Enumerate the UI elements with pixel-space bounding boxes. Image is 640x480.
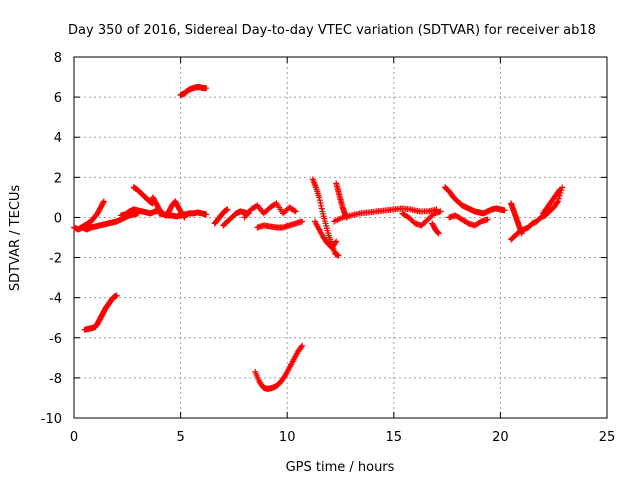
x-tick-label: 15: [386, 430, 403, 445]
x-tick-label: 5: [176, 430, 184, 445]
y-tick-label: -8: [49, 372, 62, 387]
y-tick-label: -2: [49, 252, 62, 267]
data-point: [333, 238, 340, 245]
y-tick-label: 4: [54, 131, 62, 146]
y-tick-label: -6: [49, 332, 62, 347]
data-point: [203, 211, 210, 218]
data-point: [554, 198, 561, 205]
series-arc-15: [311, 218, 340, 251]
data-point: [554, 199, 561, 206]
series-arc-20: [441, 184, 508, 217]
y-tick-label: 6: [54, 91, 62, 106]
series-arc-17: [331, 205, 440, 225]
data-point: [332, 239, 339, 246]
data-point: [203, 85, 210, 92]
series-arc-3: [81, 292, 120, 333]
data-point: [434, 229, 441, 236]
data-point: [113, 292, 120, 299]
data-point: [292, 208, 299, 215]
data-points: [71, 84, 566, 392]
x-tick-label: 25: [599, 430, 616, 445]
data-point: [555, 195, 562, 202]
axis-ticks: 0 5 10 15 20 25 -10 -8 -6 -4 -2 0 2 4 6 8: [41, 51, 616, 445]
data-point: [316, 194, 323, 201]
x-tick-label: 0: [70, 430, 78, 445]
y-tick-label: -10: [41, 412, 62, 427]
series-arc-12: [254, 218, 306, 231]
series-arc-2: [75, 198, 107, 233]
series-arc-13: [252, 342, 306, 392]
x-axis-label: GPS time / hours: [286, 460, 395, 475]
series-arc-4: [130, 184, 156, 207]
data-point: [299, 342, 306, 349]
series-arc-21: [446, 212, 491, 229]
data-point: [298, 344, 305, 351]
y-axis-label: SDTVAR / TECUs: [8, 185, 23, 292]
data-point: [318, 202, 325, 209]
series-arc-18: [399, 208, 444, 229]
data-point: [518, 230, 525, 237]
x-tick-label: 10: [279, 430, 296, 445]
data-point: [437, 208, 444, 215]
data-point: [317, 200, 324, 207]
series-arc-8: [177, 84, 210, 99]
series-arc-7: [156, 209, 210, 220]
data-point: [501, 207, 508, 214]
data-point: [224, 206, 231, 213]
data-point: [291, 207, 298, 214]
data-point: [299, 218, 306, 225]
data-point: [318, 205, 325, 212]
data-point: [435, 230, 442, 237]
y-tick-label: -4: [49, 292, 62, 307]
data-point: [557, 186, 564, 193]
y-tick-label: 0: [54, 211, 62, 226]
series-arc-5: [117, 206, 163, 219]
data-point: [556, 187, 563, 194]
y-tick-label: 8: [54, 51, 62, 66]
plot-frame: [73, 56, 608, 419]
data-point: [316, 197, 323, 204]
data-point: [100, 199, 107, 206]
series-arc-9: [211, 206, 231, 227]
y-tick-label: 2: [54, 171, 62, 186]
x-tick-label: 20: [492, 430, 509, 445]
series-arc-11: [241, 200, 299, 221]
chart-title: Day 350 of 2016, Sidereal Day-to-day VTE…: [68, 23, 596, 38]
series-arc-24: [540, 186, 564, 217]
series-arc-19: [429, 220, 442, 237]
data-point: [100, 198, 107, 205]
series-arc-23: [508, 200, 525, 237]
data-point: [335, 252, 342, 259]
grid: [74, 57, 607, 418]
data-point: [484, 216, 491, 223]
